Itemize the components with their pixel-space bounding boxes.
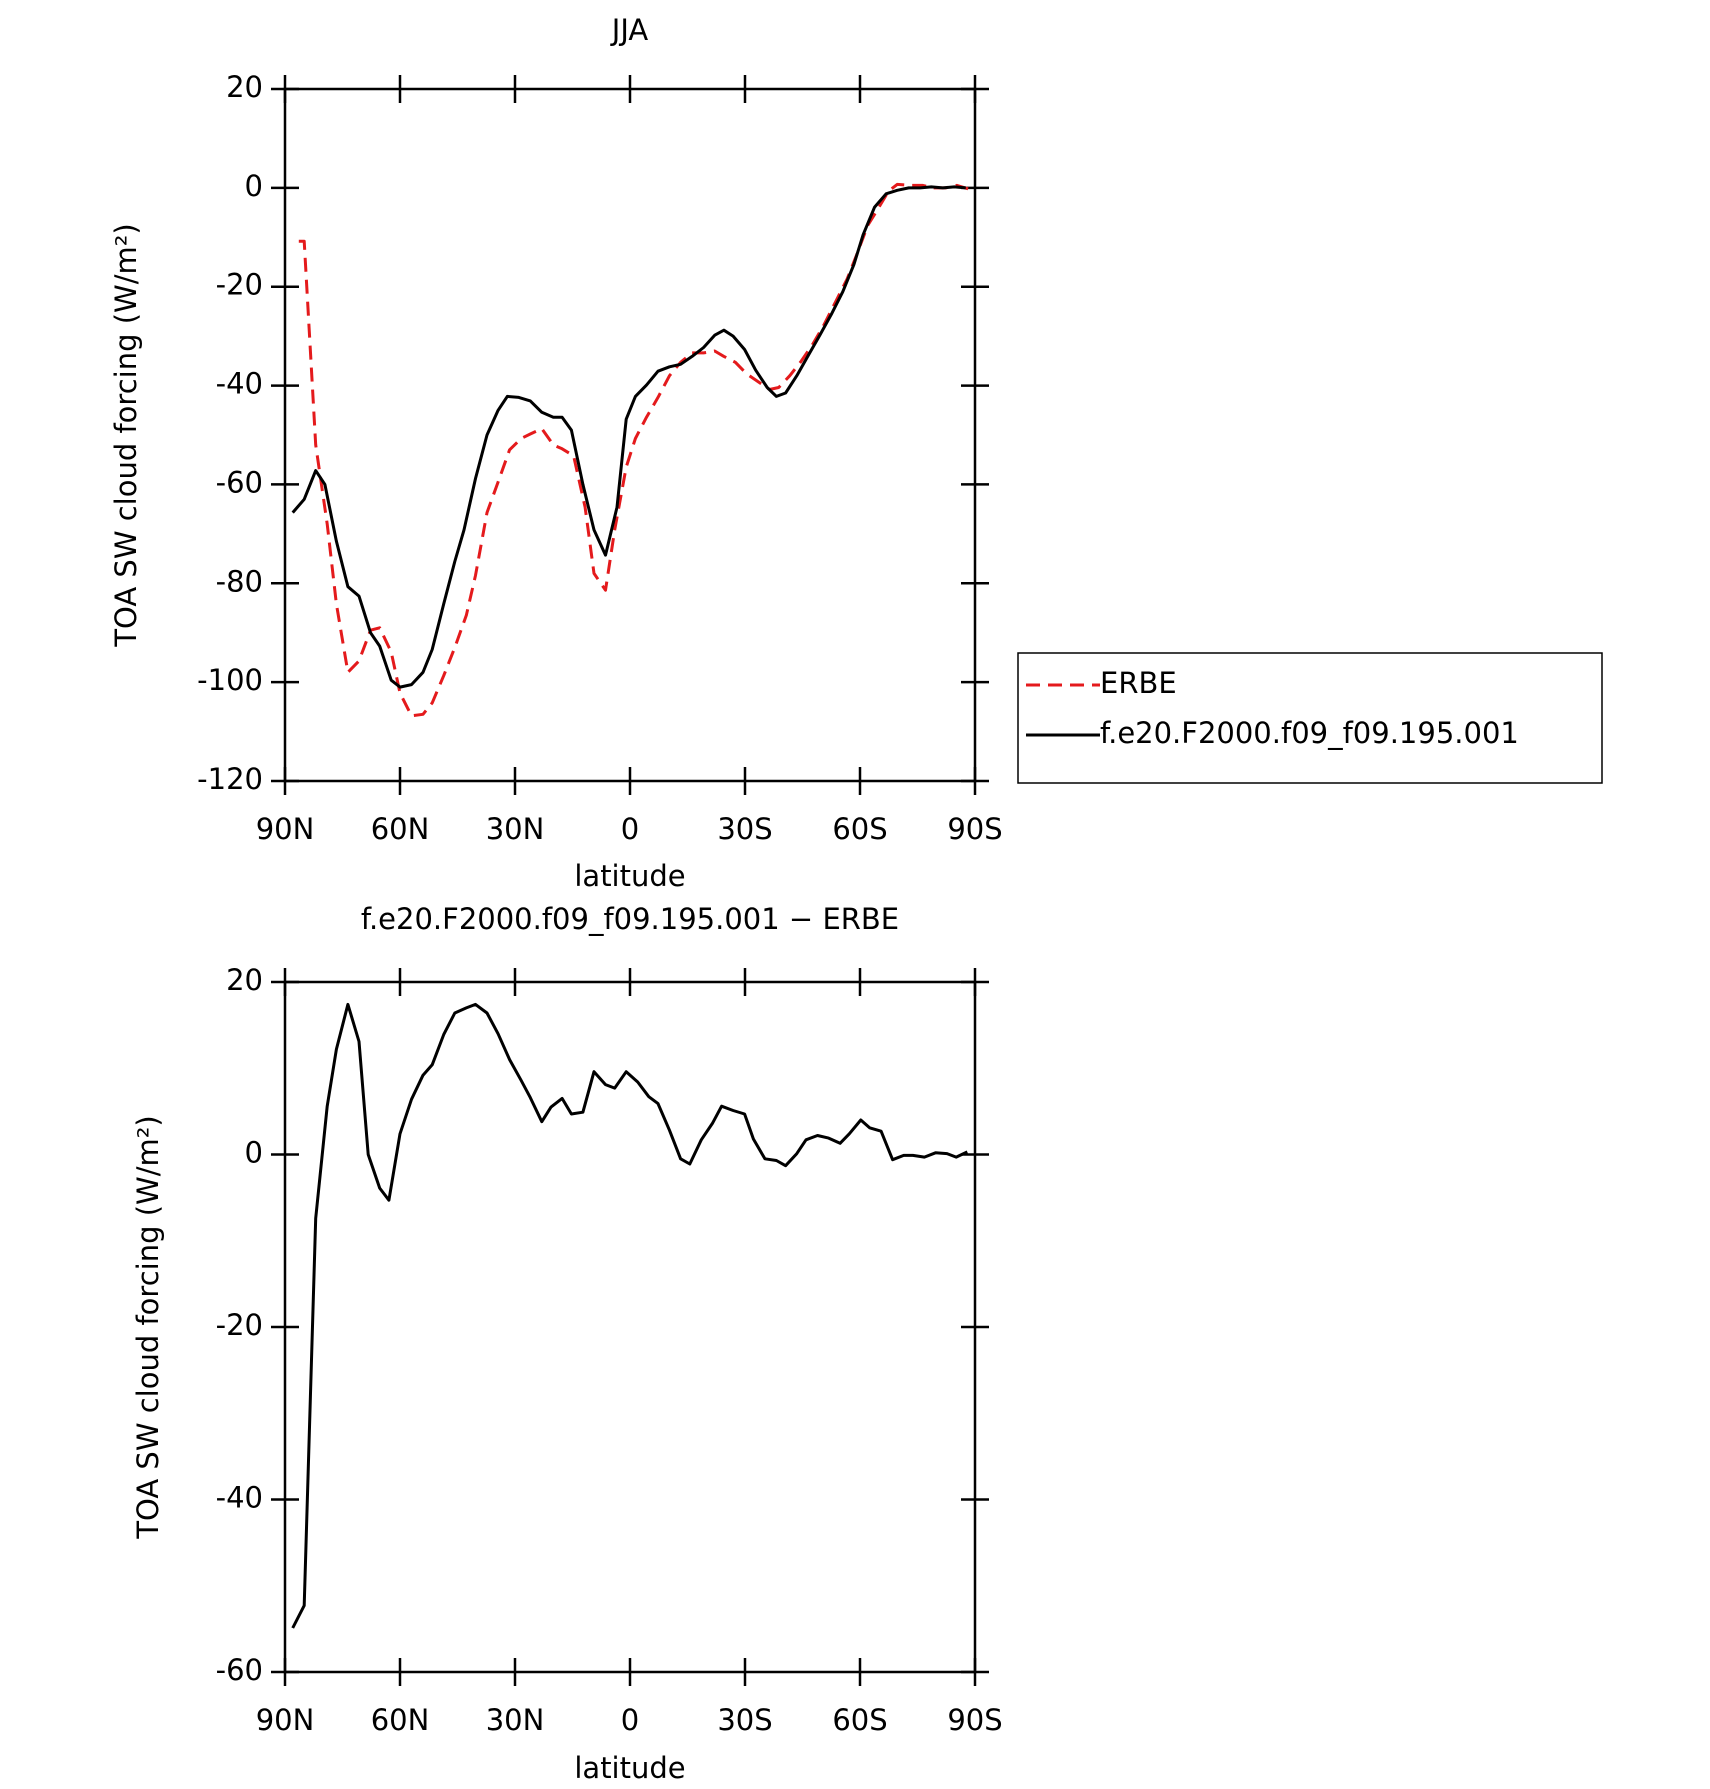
- x-tick-label: 30S: [717, 812, 772, 846]
- y-tick-label: -80: [216, 564, 263, 598]
- data-line: [291, 185, 966, 689]
- y-tick-label: -40: [216, 1481, 263, 1515]
- y-tick-label: 0: [245, 1136, 263, 1170]
- y-tick-label: -20: [216, 268, 263, 302]
- y-tick-label: -60: [216, 465, 263, 499]
- y-tick-label: -100: [197, 663, 263, 697]
- x-tick-label: 30N: [486, 1703, 545, 1737]
- chart-title: JJA: [610, 13, 649, 47]
- x-tick-label: 0: [621, 1703, 639, 1737]
- y-tick-label: 20: [226, 70, 263, 104]
- legend-label: ERBE: [1100, 666, 1177, 700]
- y-tick-label: -60: [216, 1653, 263, 1687]
- y-tick-label: -20: [216, 1308, 263, 1342]
- y-tick-label: -40: [216, 367, 263, 401]
- x-tick-label: 90S: [947, 1703, 1002, 1737]
- y-tick-label: 0: [245, 169, 263, 203]
- x-tick-label: 90N: [256, 1703, 315, 1737]
- x-tick-label: 30N: [486, 812, 545, 846]
- y-tick-label: -120: [197, 762, 263, 796]
- x-tick-label: 60N: [371, 812, 430, 846]
- x-tick-label: 60S: [832, 812, 887, 846]
- x-tick-label: 90S: [947, 812, 1002, 846]
- legend-label: f.e20.F2000.f09_f09.195.001: [1100, 716, 1519, 750]
- x-tick-label: 60N: [371, 1703, 430, 1737]
- x-axis-label: latitude: [574, 1751, 685, 1785]
- legend-box: [1017, 652, 1603, 784]
- x-tick-label: 90N: [256, 812, 315, 846]
- chart-title: f.e20.F2000.f09_f09.195.001 − ERBE: [361, 902, 899, 936]
- y-axis-label: TOA SW cloud forcing (W/m²): [131, 1115, 165, 1539]
- y-axis-label: TOA SW cloud forcing (W/m²): [109, 223, 143, 647]
- data-line: [298, 182, 969, 718]
- x-tick-label: 30S: [717, 1703, 772, 1737]
- x-tick-label: 60S: [832, 1703, 887, 1737]
- x-tick-label: 0: [621, 812, 639, 846]
- y-tick-label: 20: [226, 963, 263, 997]
- x-axis-label: latitude: [574, 859, 685, 893]
- data-line: [291, 1002, 968, 1629]
- plot-frame: [283, 980, 977, 1674]
- plot-frame: [283, 87, 977, 783]
